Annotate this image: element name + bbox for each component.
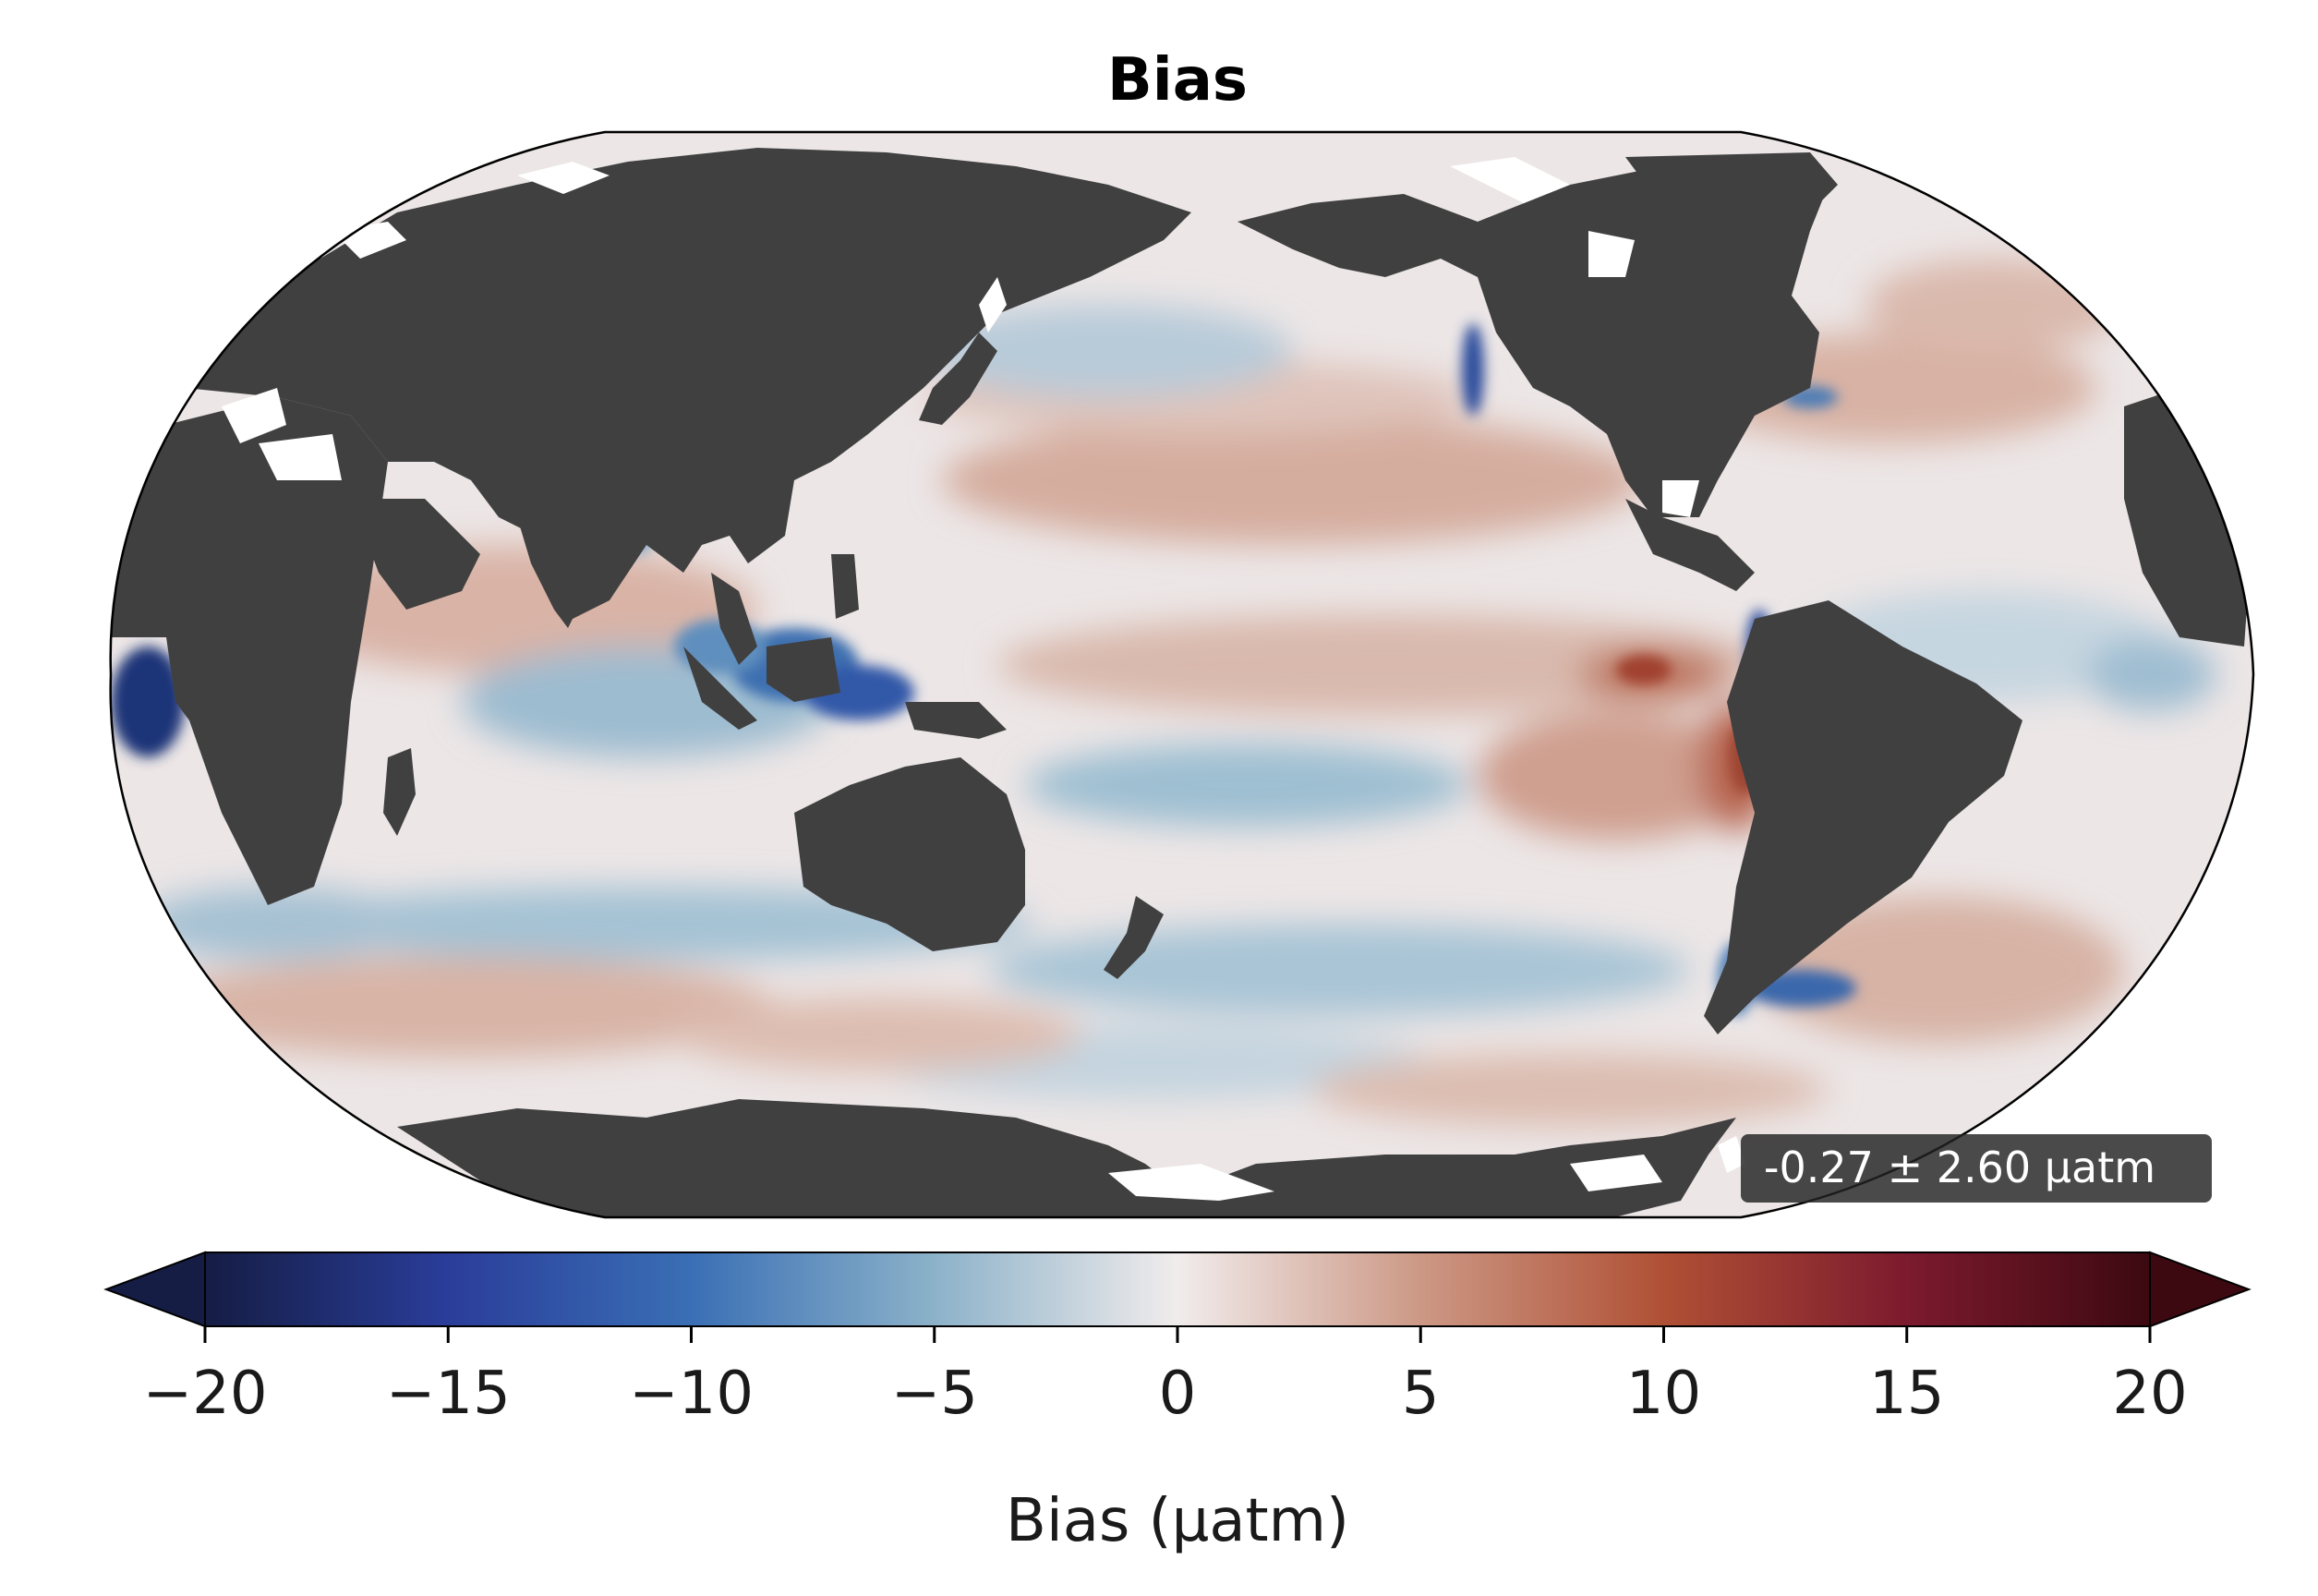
land-india — [517, 517, 610, 628]
colorbar-tick-label: −15 — [386, 1360, 511, 1428]
colorbar-tick-label: −20 — [142, 1360, 267, 1428]
colorbar-tick-label: 0 — [1159, 1360, 1197, 1428]
land-malay — [711, 573, 757, 665]
land-newguinea — [905, 702, 1007, 739]
land-antarctica — [397, 1099, 1736, 1217]
land-madagascar — [383, 748, 416, 836]
land-japan — [919, 332, 997, 425]
land-sumatra — [683, 647, 757, 730]
land-australia — [794, 757, 1025, 951]
colorbar-tick-label: 15 — [1869, 1360, 1944, 1428]
stat-annotation-text: -0.27 ± 2.60 µatm — [1764, 1143, 2155, 1192]
bias-field — [139, 259, 2216, 1127]
colorbar: −20 −15 −10 −5 0 5 10 15 20 Bias (µatm) — [103, 1251, 2252, 1555]
land-greenland — [1625, 152, 1838, 259]
colorbar-tick-label: 20 — [2112, 1360, 2187, 1428]
land-borneo — [767, 637, 840, 702]
colorbar-ticks: −20 −15 −10 −5 0 5 10 15 20 — [142, 1326, 2188, 1428]
colorbar-label: Bias (µatm) — [1006, 1487, 1349, 1555]
colorbar-tick-label: −10 — [629, 1360, 754, 1428]
map-title: Bias — [1107, 46, 1248, 115]
colorbar-tick-label: −5 — [891, 1360, 978, 1428]
land-philippines — [831, 554, 859, 619]
land-northamerica — [1237, 157, 1829, 517]
stat-annotation-box — [1741, 1134, 2212, 1203]
landmasses — [110, 148, 2253, 1217]
globe-map — [110, 132, 2253, 1217]
land-africa — [110, 397, 388, 905]
land-southamerica — [1704, 600, 2022, 1034]
colorbar-tick-label: 10 — [1626, 1360, 1701, 1428]
land-newzealand — [1104, 896, 1164, 979]
stat-annotation: -0.27 ± 2.60 µatm — [1741, 1134, 2212, 1203]
colorbar-tick-label: 5 — [1402, 1360, 1440, 1428]
missing-data-patches — [222, 157, 1745, 1201]
map-frame — [109, 130, 2255, 1219]
land-centralamerica — [1625, 499, 1755, 591]
colorbar-body — [204, 1251, 2151, 1327]
land-eurasia — [185, 148, 1191, 619]
colorbar-over-extension — [2149, 1251, 2252, 1328]
colorbar-under-extension — [103, 1251, 206, 1328]
land-arabia — [351, 499, 480, 610]
